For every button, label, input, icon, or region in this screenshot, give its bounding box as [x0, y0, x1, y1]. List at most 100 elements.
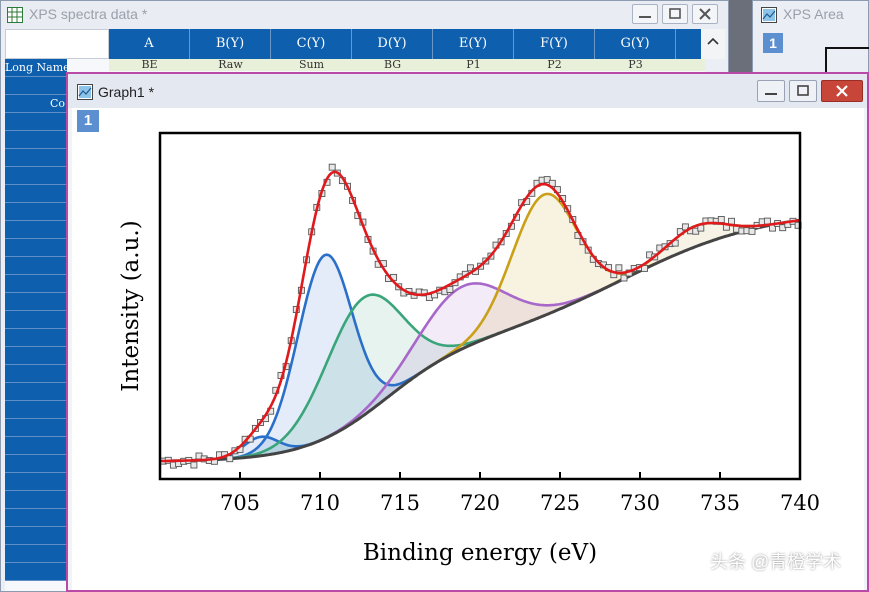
- column-header[interactable]: E(Y): [433, 29, 514, 59]
- row-header-longname[interactable]: Long Name: [5, 59, 67, 77]
- scroll-up-icon: [707, 37, 719, 45]
- x-tick-label: 705: [220, 491, 260, 515]
- x-tick-label: 715: [380, 491, 420, 515]
- background-line: [159, 218, 801, 463]
- row-header[interactable]: [5, 383, 67, 401]
- raw-data-point: [446, 286, 454, 293]
- row-header[interactable]: [5, 455, 67, 473]
- row-header[interactable]: [5, 257, 67, 275]
- x-tick-label: 720: [460, 491, 500, 515]
- row-header[interactable]: [5, 329, 67, 347]
- raw-data-point: [190, 461, 198, 469]
- minimize-icon: [765, 93, 777, 95]
- column-header[interactable]: B(Y): [190, 29, 271, 59]
- column-header[interactable]: D(Y): [352, 29, 433, 59]
- worksheet-scrollbar[interactable]: [701, 29, 725, 59]
- worksheet-corner[interactable]: [5, 29, 109, 59]
- worksheet-close-button[interactable]: [692, 4, 718, 24]
- y-axis-label: Intensity (a.u.): [118, 220, 144, 391]
- x-tick-label: 710: [300, 491, 340, 515]
- xps-chart[interactable]: 705 710 715 720 725 730 735 740 Binding energy …: [72, 108, 864, 590]
- row-header[interactable]: [5, 167, 67, 185]
- graph-window-icon: [761, 7, 777, 23]
- graph-window-title: Graph1 *: [98, 84, 155, 100]
- row-header[interactable]: [5, 293, 67, 311]
- row-header[interactable]: [5, 77, 67, 95]
- column-header[interactable]: C(Y): [271, 29, 352, 59]
- peak-fill-p4: [160, 193, 800, 462]
- graph-titlebar[interactable]: Graph1 *: [68, 74, 867, 108]
- longname-cell[interactable]: Raw: [218, 59, 243, 71]
- area-window-title: XPS Area: [783, 6, 844, 22]
- row-header[interactable]: [5, 311, 67, 329]
- row-header[interactable]: [5, 419, 67, 437]
- worksheet-titlebar[interactable]: XPS spectra data *: [1, 1, 728, 29]
- worksheet-icon: [7, 7, 23, 23]
- layer-indicator[interactable]: 1: [77, 110, 99, 132]
- close-icon: [836, 85, 848, 97]
- x-tick-label: 735: [700, 491, 740, 515]
- row-header[interactable]: [5, 113, 67, 131]
- longname-cell[interactable]: Sum: [298, 59, 325, 71]
- maximize-icon: [797, 85, 809, 96]
- row-header[interactable]: [5, 491, 67, 509]
- raw-data-point: [763, 217, 771, 225]
- longname-cell[interactable]: P2: [547, 59, 562, 71]
- minimize-icon: [639, 16, 651, 18]
- row-header[interactable]: [5, 401, 67, 419]
- fit-sum-line: [159, 170, 801, 463]
- row-header[interactable]: [5, 509, 67, 527]
- peak-fill-p1: [160, 220, 800, 462]
- graph-window[interactable]: Graph1 * 1 705 710 715 720 725 730 735 740 Bind…: [66, 72, 869, 592]
- graph-window-icon: [77, 84, 93, 100]
- peak-line-p2: [211, 293, 518, 461]
- row-header[interactable]: [5, 149, 67, 167]
- graph-maximize-button[interactable]: [789, 80, 817, 102]
- column-header[interactable]: A: [109, 29, 190, 59]
- graph-minimize-button[interactable]: [757, 80, 785, 102]
- x-tick-label: 725: [540, 491, 580, 515]
- longname-cell[interactable]: P1: [466, 59, 481, 71]
- row-header[interactable]: [5, 185, 67, 203]
- raw-data-point: [620, 274, 628, 282]
- worksheet-minimize-button[interactable]: [632, 4, 658, 24]
- x-tick-label: 740: [780, 491, 820, 515]
- row-header[interactable]: [5, 545, 67, 563]
- graph-close-button[interactable]: [821, 80, 863, 102]
- row-header[interactable]: [5, 563, 67, 581]
- x-axis-label: Binding energy (eV): [363, 540, 597, 566]
- row-header[interactable]: [5, 473, 67, 491]
- row-header[interactable]: [5, 437, 67, 455]
- raw-data-point: [226, 455, 234, 463]
- longname-row: BE Raw Sum BG P1 P2 P3: [109, 59, 705, 71]
- longname-cell[interactable]: P3: [628, 59, 643, 71]
- column-header[interactable]: G(Y): [595, 29, 676, 59]
- raw-data-point: [466, 264, 474, 272]
- peak-line-p1: [215, 253, 433, 461]
- x-tick-label: 730: [620, 491, 660, 515]
- row-header-comments[interactable]: Co: [5, 95, 67, 113]
- raw-data-point: [328, 163, 336, 171]
- close-icon: [699, 8, 711, 20]
- raw-data-point: [543, 176, 551, 184]
- row-header[interactable]: [5, 131, 67, 149]
- watermark: 头条 @青橙学术: [710, 552, 842, 572]
- row-header[interactable]: [5, 347, 67, 365]
- raw-data-point: [615, 264, 623, 272]
- row-header[interactable]: [5, 239, 67, 257]
- row-header[interactable]: [5, 527, 67, 545]
- longname-cell[interactable]: BG: [383, 59, 402, 71]
- maximize-icon: [669, 8, 681, 19]
- row-header[interactable]: [5, 365, 67, 383]
- row-header[interactable]: [5, 275, 67, 293]
- column-header[interactable]: F(Y): [514, 29, 595, 59]
- worksheet-maximize-button[interactable]: [662, 4, 688, 24]
- row-header[interactable]: [5, 221, 67, 239]
- longname-cell[interactable]: BE: [141, 59, 158, 71]
- raw-data-point: [748, 227, 756, 235]
- row-header[interactable]: [5, 203, 67, 221]
- worksheet-title: XPS spectra data *: [29, 6, 148, 22]
- layer-indicator[interactable]: 1: [763, 33, 783, 53]
- graph-canvas[interactable]: 705 710 715 720 725 730 735 740 Binding energy …: [72, 108, 864, 590]
- raw-data-point: [717, 216, 725, 223]
